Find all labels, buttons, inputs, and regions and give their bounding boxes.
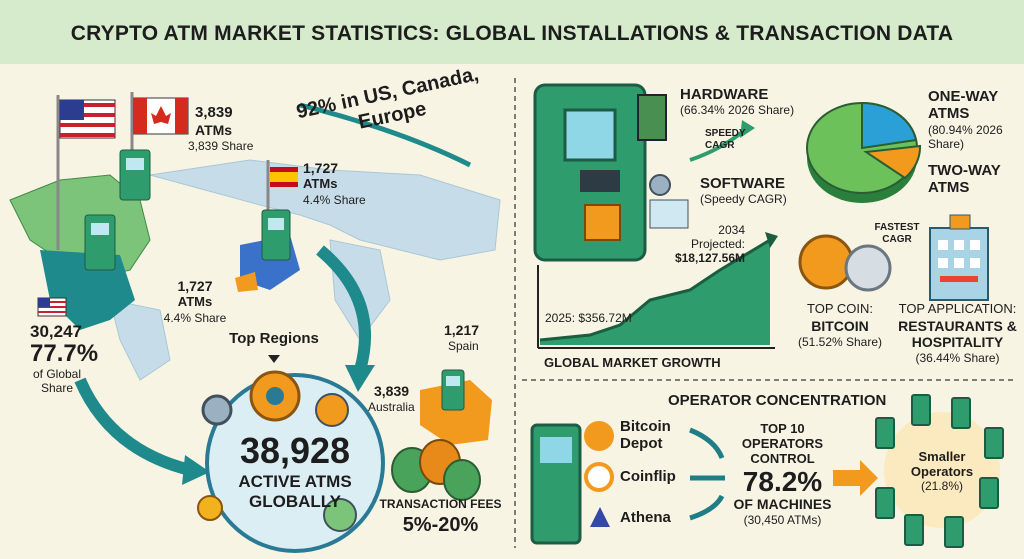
top10-count: (30,450 ATMs): [743, 513, 822, 527]
operators-title: OPERATOR CONCENTRATION: [668, 392, 887, 409]
smaller-share: (21.8%): [920, 479, 964, 493]
operator: Athena: [620, 509, 671, 526]
label: SOFTWARE: [700, 175, 785, 192]
atm-illustration: [533, 83, 755, 262]
operator: Coinflip: [620, 468, 676, 485]
growth-title: GLOBAL MARKET GROWTH: [544, 355, 721, 370]
athena-logo: [590, 507, 610, 527]
arrows: [689, 427, 725, 521]
share: 4.4% Share: [303, 193, 366, 207]
australia-map: [420, 380, 492, 445]
arrow: [74, 377, 192, 476]
unit: ATMs: [303, 176, 338, 191]
arrow: [316, 245, 371, 372]
label: TOP COIN:: [807, 301, 873, 316]
share: (66.34% 2026 Share): [680, 103, 795, 117]
share: 4.4% Share: [163, 311, 227, 325]
arrow: [833, 460, 878, 496]
name: BITCOIN: [811, 318, 869, 334]
top10-unit: OF MACHINES: [733, 496, 832, 512]
swoosh: [299, 102, 472, 168]
share: (51.52% Share): [797, 335, 883, 349]
share: (36.44% Share): [915, 351, 1000, 365]
count: 1,727: [177, 278, 213, 294]
operator: Bitcoin Depot: [620, 418, 671, 453]
coinflip-logo: [584, 462, 614, 492]
atm-icon: [84, 149, 465, 411]
count: 3,839: [374, 383, 410, 399]
bitcoin-depot-logo: [584, 421, 614, 451]
building: [929, 214, 989, 301]
label: TOP APPLICATION:: [898, 301, 1017, 316]
start: 2025: $356.72M: [545, 311, 632, 325]
speedy: SPEEDY CAGR: [705, 128, 746, 151]
smaller-label: Smaller Operators: [910, 449, 974, 479]
share: 77.7%: [30, 340, 99, 367]
note: of Global Share: [32, 367, 82, 395]
share: (80.94% 2026 Share): [928, 123, 1003, 151]
count: 1,727: [303, 160, 339, 176]
label: Spain: [448, 339, 479, 353]
label: HARDWARE: [680, 86, 769, 103]
label: Australia: [368, 400, 415, 414]
count: 3,839: [195, 104, 233, 121]
smaller-circle: [884, 412, 1000, 528]
top10-label: TOP 10 OPERATORS CONTROL: [741, 421, 824, 466]
litecoin-coin: [844, 244, 892, 292]
share: 3,839 Share: [188, 139, 254, 153]
value: $18,127.56M: [674, 251, 745, 265]
count: 1,217: [444, 322, 480, 338]
share: (Speedy CAGR): [700, 192, 787, 206]
fees-range: 5%-20%: [402, 514, 479, 536]
unit: ATMs: [195, 122, 233, 138]
atm-ring: [875, 394, 1004, 548]
top10-value: 78.2%: [742, 466, 823, 497]
top-regions: Top Regions: [229, 330, 319, 347]
page-title: CRYPTO ATM MARKET STATISTICS: GLOBAL INS…: [70, 22, 954, 45]
fastest: FASTEST CAGR: [874, 222, 920, 245]
fee-bags: [391, 439, 481, 501]
unit: ATMs: [177, 294, 213, 309]
year: 2034: [718, 223, 745, 237]
label: TWO-WAY ATMS: [928, 162, 1001, 197]
fees-label: TRANSACTION FEES: [379, 497, 502, 511]
growth-chart: [537, 232, 778, 349]
count: 30,247: [30, 322, 82, 341]
name: RESTAURANTS & HOSPITALITY: [898, 318, 1017, 351]
spain-map: [235, 272, 258, 292]
bitcoin-coin: [798, 234, 854, 290]
total-count: 38,928: [239, 430, 351, 471]
label: ONE-WAY ATMS: [928, 88, 999, 123]
total-label: ACTIVE ATMS GLOBALLY: [238, 472, 352, 511]
header-band: [0, 0, 1024, 64]
atm-type-pie: [806, 101, 922, 203]
label: Projected:: [690, 237, 745, 251]
